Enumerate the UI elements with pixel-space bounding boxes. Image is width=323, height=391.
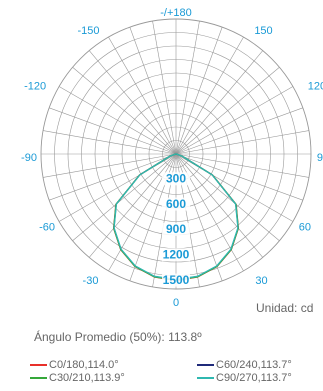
radial-label-bg <box>162 197 190 211</box>
legend-swatch-c0 <box>30 364 47 366</box>
unit-label: Unidad: cd <box>256 301 314 315</box>
grid-spoke <box>175 20 200 155</box>
grid-spoke <box>175 36 244 155</box>
legend-swatch-c60 <box>197 364 214 366</box>
radial-label-bg <box>162 248 190 262</box>
grid-spoke <box>108 36 177 155</box>
angle-label: 30 <box>255 275 267 287</box>
grid-spoke <box>129 27 177 155</box>
angle-label: -/+180 <box>160 7 192 19</box>
grid-spoke <box>49 107 177 155</box>
grid-spoke <box>58 86 177 155</box>
grid-spoke <box>152 20 177 155</box>
grid-spoke <box>42 153 177 178</box>
grid-spoke <box>72 153 177 242</box>
radial-label: 1200 <box>163 247 190 261</box>
radial-label: 300 <box>166 171 186 185</box>
legend-item-c90: C90/270,113.7° <box>197 372 292 384</box>
angle-label: 60 <box>299 221 311 233</box>
radial-label-bg <box>162 273 190 287</box>
legend-label-c30: C30/210,113.9° <box>49 372 125 384</box>
angle-label: -120 <box>24 80 46 92</box>
angle-label: 120 <box>308 80 323 92</box>
grid-spoke <box>175 86 294 155</box>
angle-label: 150 <box>254 25 272 37</box>
radial-label-bg <box>162 222 190 236</box>
legend-label-c90: C90/270,113.7° <box>216 372 292 384</box>
grid-spoke <box>175 66 280 155</box>
grid-spoke <box>175 107 303 155</box>
grid-spoke <box>175 153 303 201</box>
grid-spoke <box>175 27 223 155</box>
legend-item-c0: C0/180,114.0° <box>30 359 119 371</box>
angle-label: -150 <box>77 25 99 37</box>
average-angle-label: Ángulo Promedio (50%): 113.8º <box>34 330 202 344</box>
grid-spoke <box>42 130 177 155</box>
legend-item-c30: C30/210,113.9° <box>30 372 125 384</box>
legend-swatch-c30 <box>30 377 47 379</box>
angle-label: -90 <box>21 152 37 164</box>
grid-spoke <box>175 153 280 242</box>
legend-label-c60: C60/240,113.7° <box>216 359 292 371</box>
angle-label: 90 <box>317 152 323 164</box>
angle-label: -60 <box>39 221 55 233</box>
grid-spoke <box>88 50 177 155</box>
radial-label: 900 <box>166 222 186 236</box>
radial-label: 1500 <box>163 273 190 287</box>
grid-spoke <box>175 153 264 258</box>
legend-swatch-c90 <box>197 377 214 379</box>
grid-spoke <box>72 66 177 155</box>
grid-spoke <box>175 130 310 155</box>
angle-label: -30 <box>83 275 99 287</box>
grid-spoke <box>49 153 177 201</box>
radial-label-bg <box>162 172 190 186</box>
grid-spoke <box>175 153 310 178</box>
legend-label-c0: C0/180,114.0° <box>49 359 119 371</box>
radial-label: 600 <box>166 197 186 211</box>
legend-item-c60: C60/240,113.7° <box>197 359 292 371</box>
grid-spoke <box>88 153 177 258</box>
polar-chart: -/+1801501209060300-30-60-90-120-1503006… <box>21 7 323 309</box>
grid-spoke <box>175 50 264 155</box>
angle-label: 0 <box>173 297 179 309</box>
